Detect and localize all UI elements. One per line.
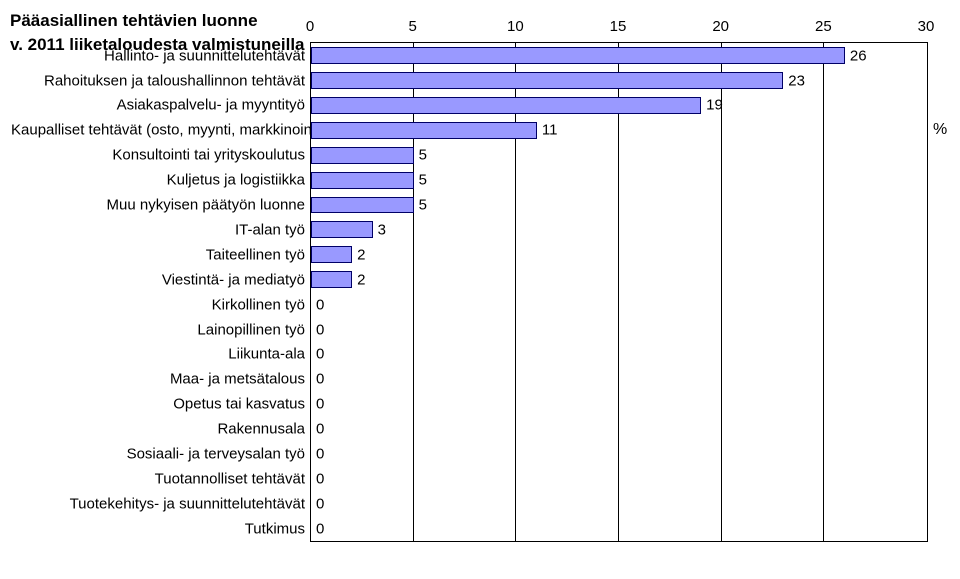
value-label: 0 (311, 396, 324, 413)
bar (311, 271, 352, 288)
value-label: 5 (414, 147, 427, 164)
bar-row: Hallinto- ja suunnittelutehtävät26 (311, 43, 927, 68)
bar (311, 221, 373, 238)
x-tick-label: 15 (610, 18, 627, 35)
category-label: Kaupalliset tehtävät (osto, myynti, mark… (11, 122, 311, 139)
bar-row: Kaupalliset tehtävät (osto, myynti, mark… (311, 118, 927, 143)
category-label: Maa- ja metsätalous (11, 371, 311, 388)
bar (311, 246, 352, 263)
category-label: Viestintä- ja mediatyö (11, 271, 311, 288)
bar-row: Rahoituksen ja taloushallinnon tehtävät2… (311, 68, 927, 93)
bar-row: Kuljetus ja logistiikka5 (311, 168, 927, 193)
bar-row: Opetus tai kasvatus0 (311, 392, 927, 417)
bar-row: Lainopillinen työ0 (311, 317, 927, 342)
category-label: Tuotannolliset tehtävät (11, 470, 311, 487)
value-label: 0 (311, 371, 324, 388)
value-label: 19 (701, 97, 723, 114)
bar (311, 97, 701, 114)
bar-row: Kirkollinen työ0 (311, 292, 927, 317)
value-label: 5 (414, 197, 427, 214)
bar-row: Liikunta-ala0 (311, 342, 927, 367)
bar-row: Viestintä- ja mediatyö2 (311, 267, 927, 292)
value-label: 2 (352, 271, 365, 288)
category-label: Kuljetus ja logistiikka (11, 172, 311, 189)
category-label: Rahoituksen ja taloushallinnon tehtävät (11, 72, 311, 89)
category-label: Taiteellinen työ (11, 246, 311, 263)
category-label: Muu nykyisen päätyön luonne (11, 197, 311, 214)
x-tick-label: 0 (306, 18, 314, 35)
category-label: Asiakaspalvelu- ja myyntityö (11, 97, 311, 114)
x-tick-label: 10 (507, 18, 524, 35)
category-label: Tuotekehitys- ja suunnittelutehtävät (11, 495, 311, 512)
value-label: 0 (311, 520, 324, 537)
value-label: 0 (311, 296, 324, 313)
bar-chart: 051015202530 Hallinto- ja suunnitteluteh… (310, 18, 928, 558)
value-label: 0 (311, 321, 324, 338)
category-label: Kirkollinen työ (11, 296, 311, 313)
bar (311, 122, 537, 139)
bar (311, 172, 414, 189)
bar-row: IT-alan työ3 (311, 217, 927, 242)
x-tick-label: 20 (712, 18, 729, 35)
category-label: Hallinto- ja suunnittelutehtävät (11, 47, 311, 64)
bar (311, 197, 414, 214)
category-label: Tutkimus (11, 520, 311, 537)
value-label: 0 (311, 495, 324, 512)
category-label: Sosiaali- ja terveysalan työ (11, 446, 311, 463)
bar-row: Maa- ja metsätalous0 (311, 367, 927, 392)
value-label: 23 (783, 72, 805, 89)
bar-row: Muu nykyisen päätyön luonne5 (311, 193, 927, 218)
value-label: 0 (311, 346, 324, 363)
bar-row: Tuotekehitys- ja suunnittelutehtävät0 (311, 491, 927, 516)
bar (311, 47, 845, 64)
value-label: 3 (373, 221, 386, 238)
x-tick-label: 5 (408, 18, 416, 35)
value-label: 11 (537, 122, 558, 139)
value-label: 0 (311, 446, 324, 463)
bar-row: Sosiaali- ja terveysalan työ0 (311, 442, 927, 467)
x-tick-label: 25 (815, 18, 832, 35)
plot-area: Hallinto- ja suunnittelutehtävät26Rahoit… (310, 42, 928, 542)
category-label: IT-alan työ (11, 221, 311, 238)
value-label: 0 (311, 470, 324, 487)
bar-row: Taiteellinen työ2 (311, 242, 927, 267)
value-label: 5 (414, 172, 427, 189)
category-label: Konsultointi tai yrityskoulutus (11, 147, 311, 164)
value-label: 0 (311, 421, 324, 438)
bar (311, 147, 414, 164)
bar-row: Tutkimus0 (311, 516, 927, 541)
value-label: 26 (845, 47, 867, 64)
category-label: Liikunta-ala (11, 346, 311, 363)
bar-row: Rakennusala0 (311, 417, 927, 442)
bar-row: Asiakaspalvelu- ja myyntityö19 (311, 93, 927, 118)
category-label: Opetus tai kasvatus (11, 396, 311, 413)
bar-row: Konsultointi tai yrityskoulutus5 (311, 143, 927, 168)
value-label: 2 (352, 246, 365, 263)
y-axis-label: % (927, 121, 947, 139)
bar (311, 72, 783, 89)
category-label: Lainopillinen työ (11, 321, 311, 338)
bar-row: Tuotannolliset tehtävät0 (311, 466, 927, 491)
x-tick-label: 30 (918, 18, 935, 35)
category-label: Rakennusala (11, 421, 311, 438)
